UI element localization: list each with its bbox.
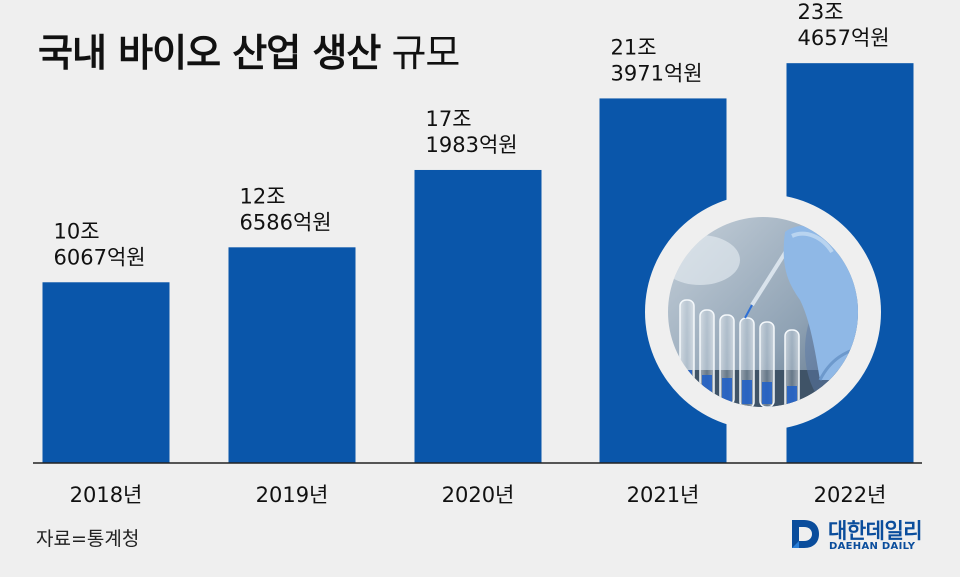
pipette-icon [744,243,792,319]
value-label-4-1: 4657억원 [798,26,890,50]
bar-2020년 [414,169,542,464]
logo-subtitle: DAEHAN DAILY [829,541,916,552]
value-label-1-0: 12조 [240,184,286,208]
value-label-0-1: 6067억원 [54,245,146,269]
title-bold: 국내 바이오 산업 생산 [38,31,381,75]
bar-2018년 [42,282,170,463]
value-label-3-1: 3971억원 [611,61,703,85]
chart-title: 국내 바이오 산업 생산 규모 [38,22,460,77]
x-tick-labels-group: 2018년 2019년 2020년 2021년 2022년 [70,483,887,507]
bar-2019년 [228,247,356,463]
value-label-2-0: 17조 [426,107,472,131]
x-tick-label-4: 2022년 [814,483,887,507]
value-label-1-1: 6586억원 [240,210,332,234]
x-tick-label-2: 2020년 [442,483,515,507]
lab-photo-circle [645,194,881,430]
logo-name: 대한데일리 [828,519,923,543]
value-label-4-0: 23조 [798,0,844,24]
value-label-2-1: 1983억원 [426,133,518,157]
x-tick-label-3: 2021년 [627,483,700,507]
x-tick-label-0: 2018년 [70,483,143,507]
x-tick-label-1: 2019년 [256,483,329,507]
value-label-0-0: 10조 [54,219,100,243]
source-note: 자료=통계청 [36,528,140,550]
title-light: 규모 [391,31,460,75]
daehan-logo-icon [792,520,819,548]
brand-logo: 대한데일리 DAEHAN DAILY [788,515,938,555]
value-label-3-0: 21조 [611,35,657,59]
